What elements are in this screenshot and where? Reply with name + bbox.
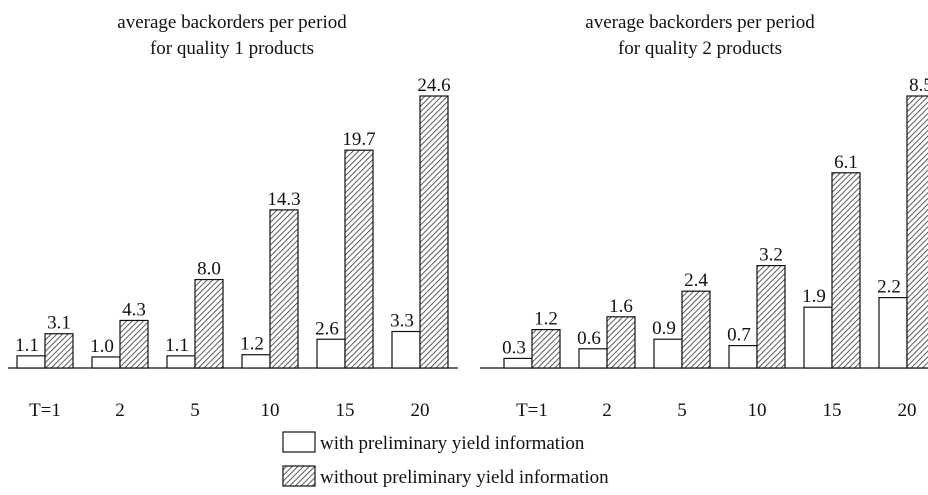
data-label: 1.0 [90, 336, 114, 357]
x-tick-label: 15 [823, 400, 842, 421]
bar [878, 297, 908, 369]
bar [419, 95, 449, 369]
data-label: 8.5 [909, 75, 928, 96]
data-label: 0.7 [727, 325, 751, 346]
data-label: 1.9 [802, 286, 826, 307]
legend-swatch [282, 431, 316, 453]
bar [681, 290, 711, 369]
data-label: 2.4 [684, 270, 708, 291]
bar [119, 319, 149, 369]
data-label: 14.3 [267, 189, 300, 210]
bar [16, 355, 46, 369]
bar [831, 172, 861, 369]
chart-title: for quality 2 products [618, 38, 782, 59]
x-tick-label: 5 [190, 400, 200, 421]
bar [91, 356, 121, 369]
legend-swatch [282, 465, 316, 487]
x-tick-label: 2 [115, 400, 125, 421]
x-tick-label: 10 [748, 400, 767, 421]
x-tick-label: 10 [261, 400, 280, 421]
data-label: 19.7 [342, 129, 375, 150]
x-tick-label: 2 [602, 400, 612, 421]
data-label: 2.6 [315, 318, 339, 339]
x-tick-label: T=1 [516, 400, 548, 421]
data-label: 1.6 [609, 296, 633, 317]
bar [728, 345, 758, 369]
x-tick-label: 5 [677, 400, 687, 421]
data-label: 1.1 [15, 335, 39, 356]
data-label: 1.2 [534, 309, 558, 330]
x-tick-label: 15 [336, 400, 355, 421]
data-label: 3.2 [759, 245, 783, 266]
data-label: 1.1 [165, 335, 189, 356]
chart-title: average backorders per period [585, 12, 815, 33]
bar [756, 265, 786, 369]
data-label: 3.3 [390, 311, 414, 332]
data-label: 3.1 [47, 313, 71, 334]
x-tick-label: 20 [411, 400, 430, 421]
bar [503, 357, 533, 369]
chart-title: average backorders per period [117, 12, 347, 33]
data-label: 8.0 [197, 259, 221, 280]
bar [166, 355, 196, 369]
data-label: 0.9 [652, 318, 676, 339]
data-label: 4.3 [122, 299, 146, 320]
data-label: 6.1 [834, 152, 858, 173]
bar [391, 330, 421, 369]
data-label: 0.3 [502, 337, 526, 358]
bar [316, 338, 346, 369]
bar [606, 316, 636, 369]
bar [531, 329, 561, 369]
x-tick-label: 20 [898, 400, 917, 421]
bar [578, 348, 608, 369]
x-tick-label: T=1 [29, 400, 61, 421]
data-label: 2.2 [877, 277, 901, 298]
data-label: 1.2 [240, 334, 264, 355]
bar [44, 333, 74, 369]
legend-label: without preliminary yield information [320, 467, 609, 488]
bar [344, 149, 374, 369]
chart-title: for quality 1 products [150, 38, 314, 59]
bar [653, 338, 683, 369]
bar [269, 209, 299, 369]
bar [803, 306, 833, 369]
bar [194, 278, 224, 369]
bar [906, 95, 928, 369]
data-label: 0.6 [577, 328, 601, 349]
legend-label: with preliminary yield information [320, 433, 585, 454]
bar [241, 354, 271, 369]
data-label: 24.6 [417, 75, 450, 96]
